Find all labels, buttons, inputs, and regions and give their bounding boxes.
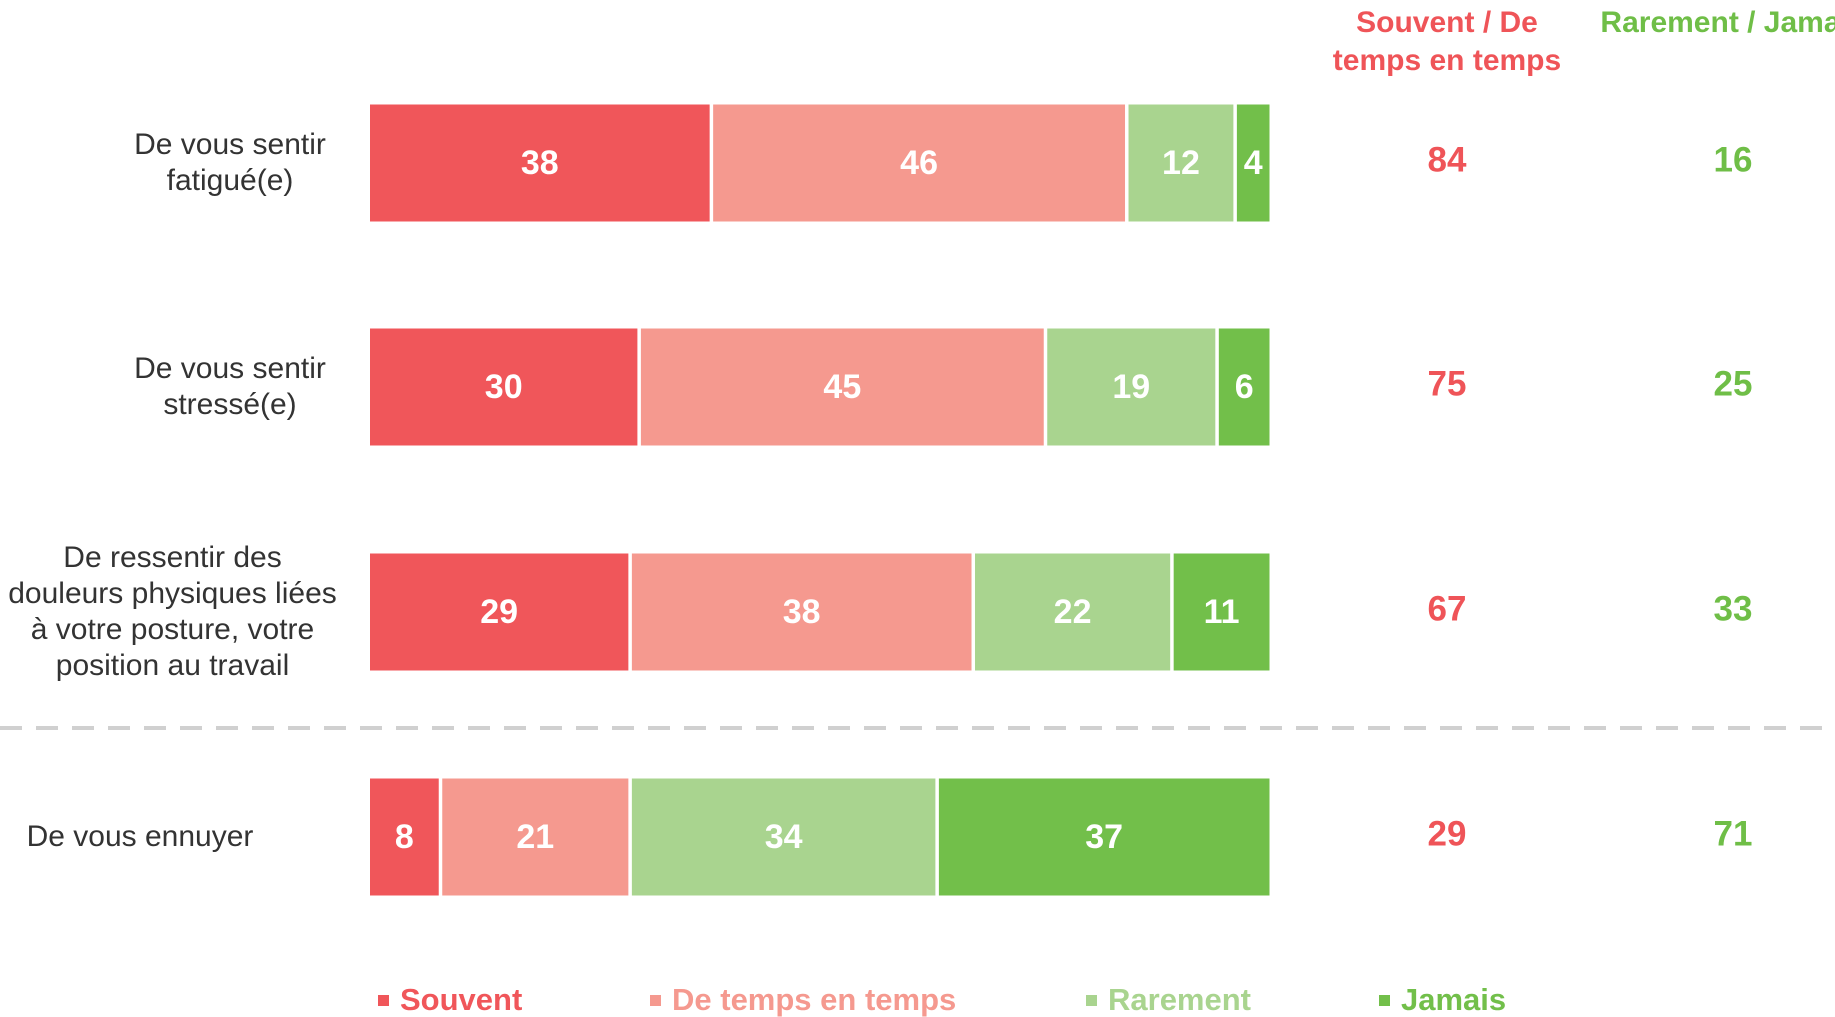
bar-value-label: 46 <box>900 144 938 182</box>
bar-segment <box>1173 553 1270 671</box>
category-label: De vous sentir fatigué(e) <box>134 128 326 197</box>
category-label: De vous sentir stressé(e) <box>134 352 326 421</box>
category-label: De ressentir des douleurs physiques liée… <box>8 541 337 682</box>
bar-segment <box>442 778 629 896</box>
bar-segment <box>1128 104 1234 222</box>
bar-value-label: 30 <box>485 368 523 406</box>
legend-marker <box>1379 995 1390 1006</box>
bar-segment <box>1218 328 1270 446</box>
bar-segment <box>631 778 936 896</box>
summary-header: Rarement / Jamais <box>1600 6 1835 39</box>
bar-value-label: 34 <box>765 818 803 856</box>
bar-segment <box>938 778 1270 896</box>
bar-value-label: 38 <box>783 593 821 631</box>
summary-value: 25 <box>1714 364 1753 403</box>
summary-value: 29 <box>1428 814 1467 853</box>
bar-value-label: 11 <box>1204 593 1240 631</box>
bar-value-label: 45 <box>823 368 861 406</box>
bar-segment <box>1236 104 1270 222</box>
summary-value: 16 <box>1714 140 1753 179</box>
legend-label: Rarement <box>1108 982 1251 1017</box>
bar-segment <box>370 778 439 896</box>
bar-segment <box>370 104 710 222</box>
bar-value-label: 22 <box>1054 593 1092 631</box>
legend-marker <box>650 995 661 1006</box>
summary-header: Souvent / De temps en temps <box>1332 6 1562 77</box>
bar-segment <box>631 553 972 671</box>
bar-value-label: 8 <box>395 818 414 856</box>
summary-value: 71 <box>1714 814 1753 853</box>
summary-value: 67 <box>1428 589 1467 628</box>
legend-marker <box>1086 995 1097 1006</box>
legend-label: Souvent <box>400 982 522 1017</box>
summary-value: 75 <box>1428 364 1467 403</box>
legend-marker <box>378 995 389 1006</box>
bar-segment <box>975 553 1171 671</box>
summary-value: 33 <box>1714 589 1753 628</box>
bar-value-label: 37 <box>1085 818 1123 856</box>
legend-label: De temps en temps <box>672 982 956 1017</box>
bar-value-label: 29 <box>480 593 518 631</box>
category-label: De vous ennuyer <box>26 820 254 853</box>
bar-value-label: 4 <box>1244 144 1263 182</box>
summary-value: 84 <box>1428 140 1467 179</box>
bar-segment <box>1047 328 1216 446</box>
bar-segment <box>640 328 1044 446</box>
bar-segment <box>713 104 1126 222</box>
bar-segment <box>370 553 629 671</box>
legend-label: Jamais <box>1401 982 1506 1017</box>
bar-value-label: 6 <box>1235 368 1254 406</box>
bar-segment <box>370 328 638 446</box>
bar-value-label: 19 <box>1112 368 1150 406</box>
bar-value-label: 21 <box>516 818 554 856</box>
bar-value-label: 38 <box>521 144 559 182</box>
bar-value-label: 12 <box>1162 144 1200 182</box>
